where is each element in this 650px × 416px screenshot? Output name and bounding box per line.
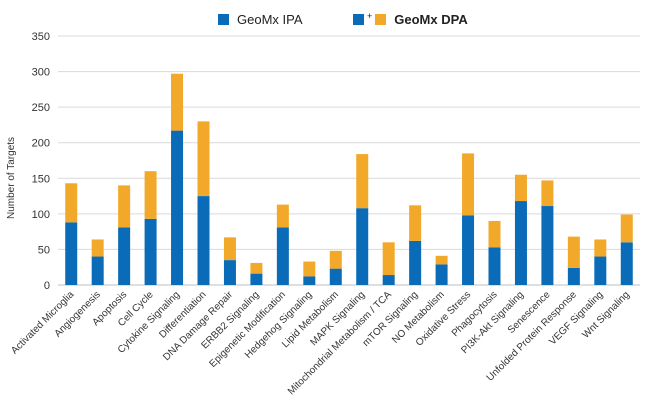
bar-ipa: [223, 260, 236, 285]
y-tick-label: 300: [32, 67, 50, 79]
bar-dpa: [409, 205, 422, 241]
legend-swatch-ipa: [218, 14, 229, 25]
bar-ipa: [91, 256, 104, 285]
y-axis-ticks: 0 50 100 150 200 250 300 350: [32, 31, 50, 292]
bar-ipa: [594, 256, 607, 285]
bar-dpa: [462, 153, 475, 216]
bar-ipa: [65, 222, 78, 285]
y-tick-label: 350: [32, 31, 50, 43]
bar-ipa: [303, 276, 316, 285]
legend-label-ipa: GeoMx IPA: [237, 12, 303, 27]
bar-ipa: [382, 275, 395, 285]
bar-ipa: [144, 218, 157, 285]
bar-dpa: [356, 154, 369, 209]
legend-item-dpa: + GeoMx DPA: [353, 10, 468, 27]
y-tick-label: 100: [32, 209, 50, 221]
bar-dpa: [567, 236, 580, 268]
legend-swatch-ipa-small: [353, 14, 364, 25]
bar-ipa: [488, 247, 501, 285]
legend-swatch-dpa: [375, 14, 387, 25]
legend-label-dpa: GeoMx DPA: [394, 12, 468, 27]
y-tick-label: 250: [32, 102, 50, 114]
x-tick-label: Wnt Signaling: [580, 289, 631, 340]
bar-dpa: [514, 174, 527, 202]
bar-dpa: [382, 242, 395, 276]
bar-ipa: [435, 264, 448, 285]
bar-ipa: [541, 206, 554, 285]
bar-dpa: [435, 255, 448, 265]
bar-dpa: [250, 262, 263, 274]
bar-dpa: [303, 261, 316, 277]
bar-dpa: [171, 73, 184, 131]
bar-dpa: [65, 183, 78, 223]
bar-ipa: [514, 201, 527, 285]
y-tick-label: 50: [38, 244, 50, 256]
legend-plus: +: [367, 10, 373, 21]
bar-ipa: [620, 242, 633, 285]
bar-dpa: [541, 180, 554, 207]
bar-ipa: [276, 227, 289, 285]
bar-ipa: [250, 273, 263, 285]
bar-ipa: [567, 267, 580, 285]
bar-ipa: [356, 208, 369, 285]
legend-item-ipa: GeoMx IPA: [218, 12, 303, 27]
bar-dpa: [276, 204, 289, 228]
bar-ipa: [462, 215, 475, 285]
bar-ipa: [118, 227, 131, 285]
y-tick-label: 200: [32, 138, 50, 150]
bar-dpa: [118, 185, 131, 228]
legend: GeoMx IPA + GeoMx DPA: [0, 10, 650, 32]
bars: [65, 73, 633, 285]
bar-dpa: [620, 214, 633, 243]
y-tick-label: 150: [32, 173, 50, 185]
bar-ipa: [171, 130, 184, 285]
bar-dpa: [144, 171, 157, 219]
bar-dpa: [488, 220, 501, 248]
bar-ipa: [409, 240, 422, 285]
x-axis-ticks: Activated MicrogliaAngiogenesisApoptosis…: [9, 289, 632, 397]
bar-dpa: [91, 239, 104, 257]
bar-dpa: [223, 237, 236, 261]
y-axis-label: Number of Targets: [6, 137, 17, 219]
bar-dpa: [197, 121, 210, 197]
bar-dpa: [329, 250, 342, 269]
y-tick-label: 0: [44, 280, 50, 292]
bar-dpa: [594, 239, 607, 257]
bar-ipa: [329, 268, 342, 285]
bar-ipa: [197, 196, 210, 285]
